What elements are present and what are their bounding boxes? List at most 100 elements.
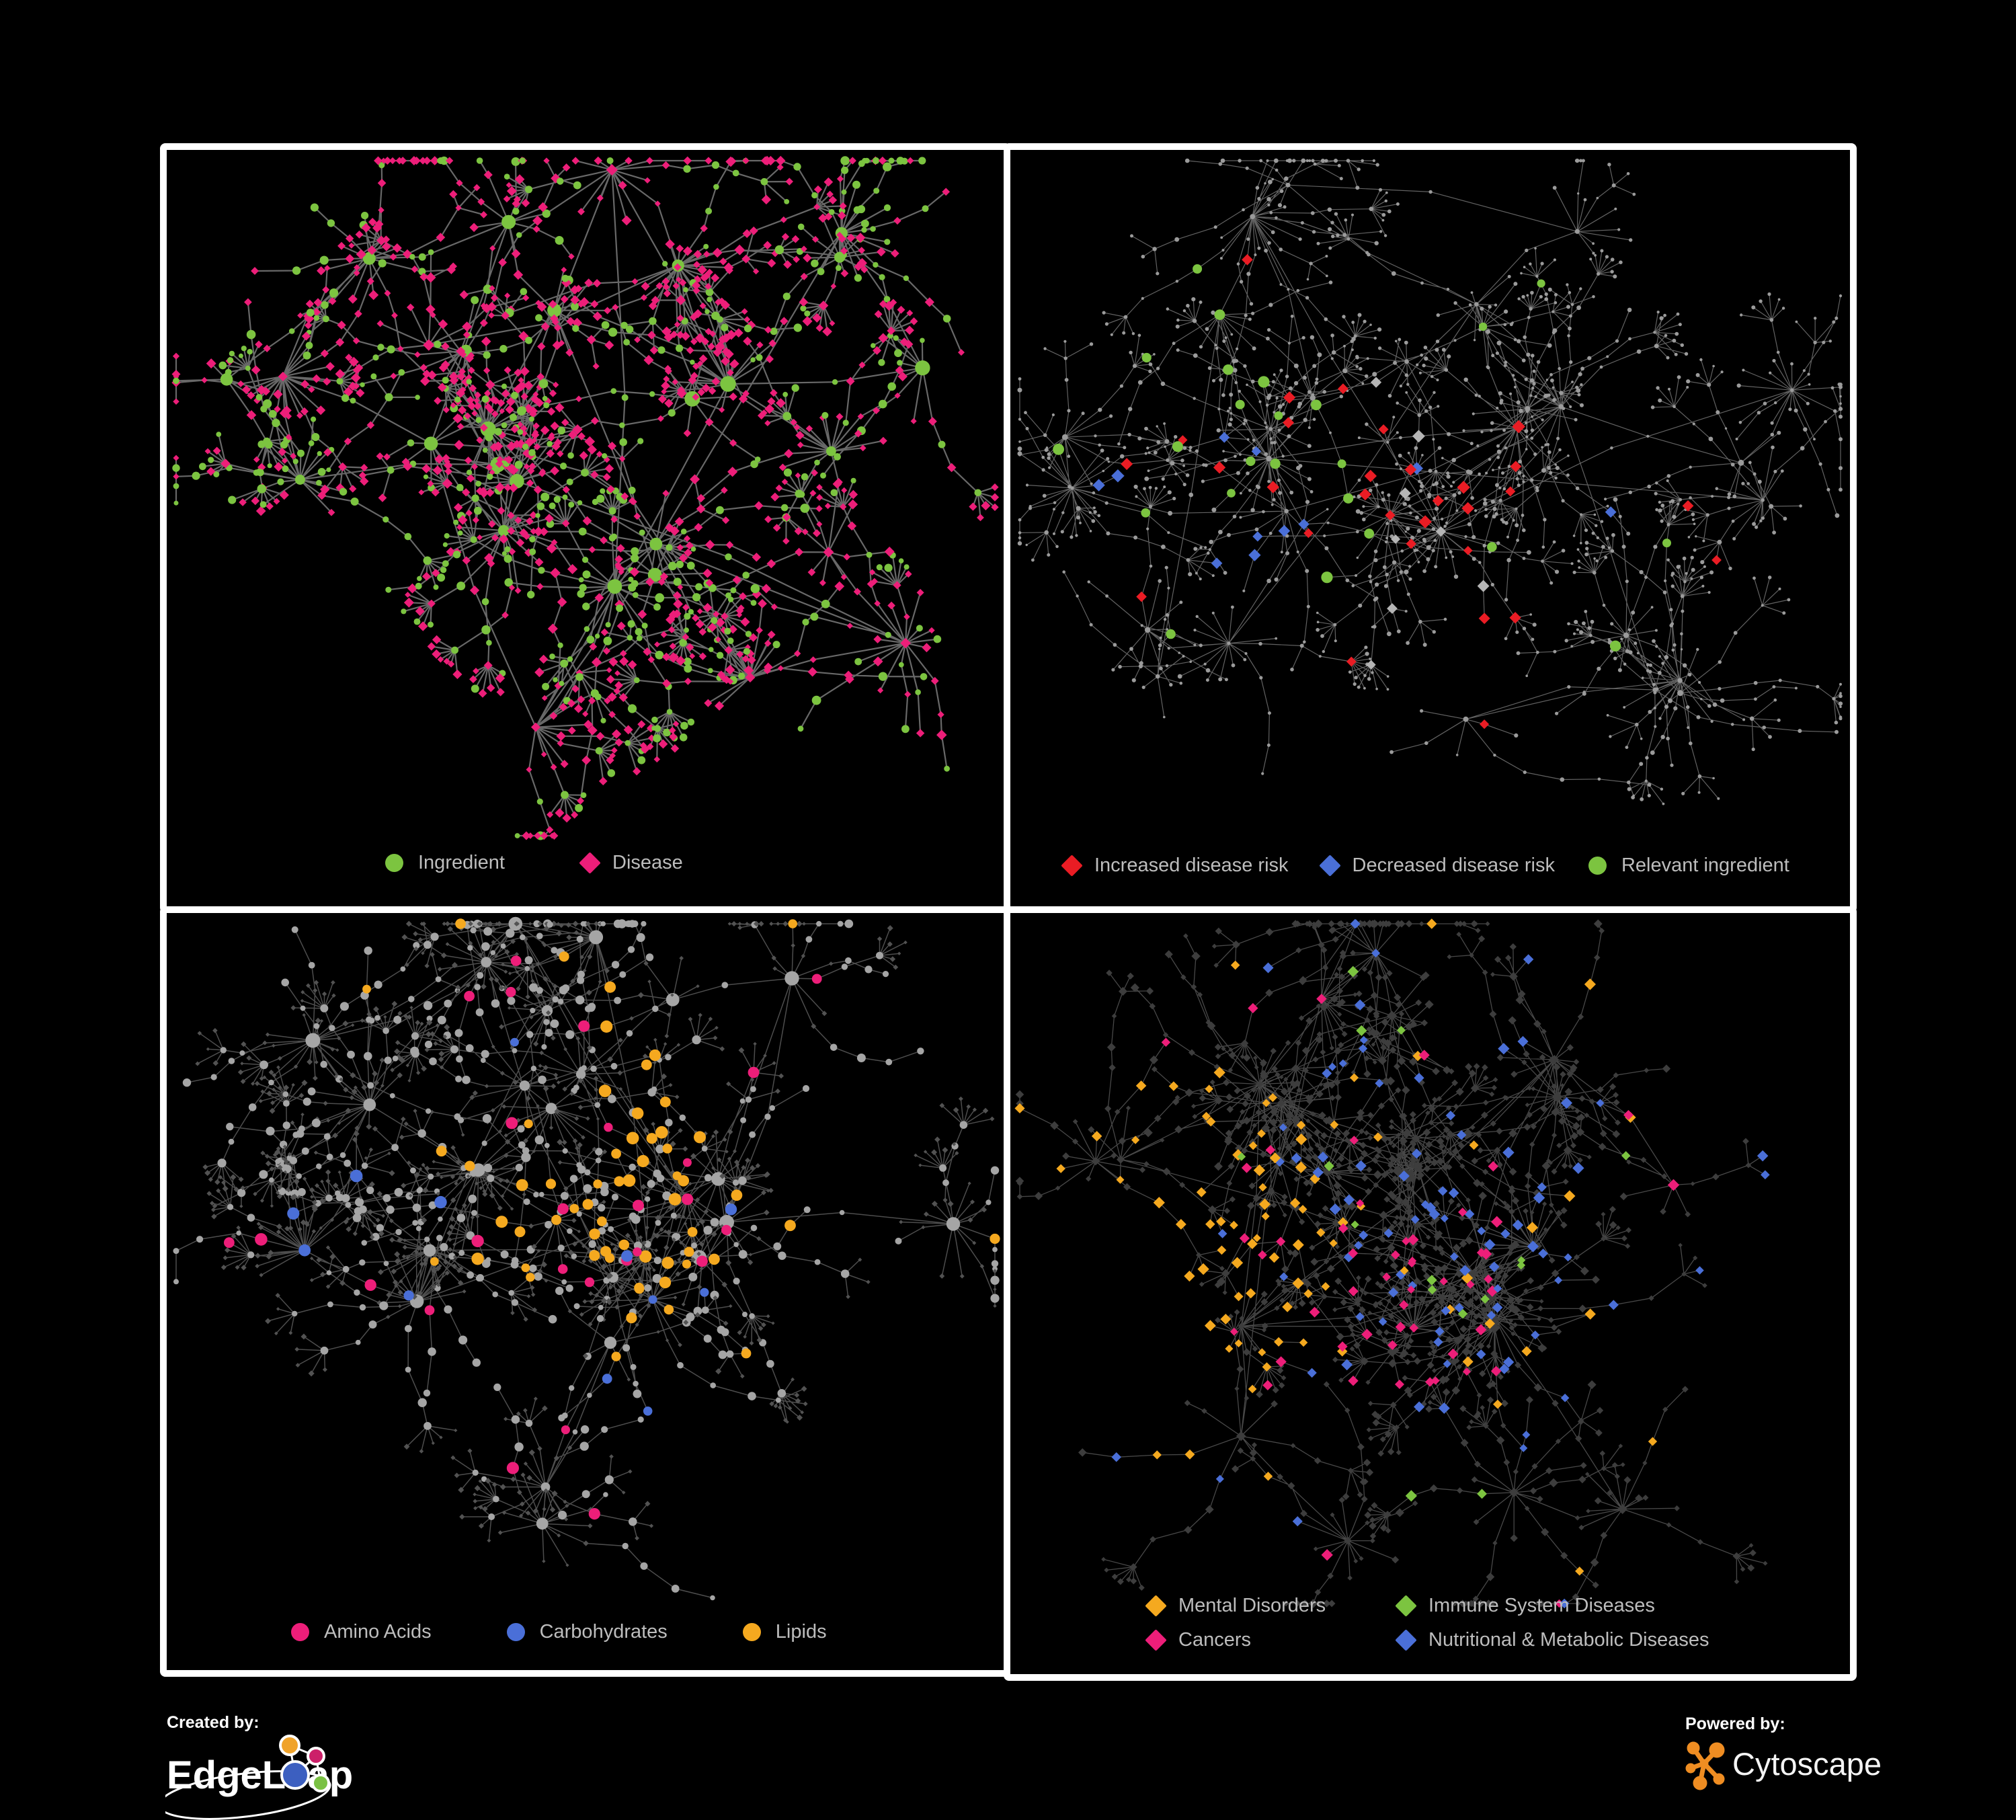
- network-node: [577, 797, 584, 805]
- network-node: [1258, 641, 1262, 646]
- network-node: [1781, 307, 1785, 310]
- network-node: [1660, 519, 1664, 523]
- network-node: [1367, 252, 1371, 257]
- network-node: [1293, 363, 1299, 368]
- network-node: [673, 1296, 678, 1300]
- network-node: [742, 229, 752, 239]
- network-node: [621, 1491, 626, 1495]
- network-node: [1183, 933, 1188, 939]
- network-node: [665, 1338, 670, 1343]
- network-node: [1553, 258, 1556, 262]
- network-node: [828, 961, 834, 966]
- network-node: [565, 1503, 569, 1508]
- network-node: [1511, 321, 1514, 324]
- network-node: [1238, 1322, 1245, 1330]
- network-node: [1645, 756, 1649, 760]
- network-node: [791, 384, 799, 392]
- network-node: [1693, 522, 1696, 525]
- network-node: [1710, 719, 1713, 723]
- network-node: [1328, 1599, 1336, 1608]
- network-node: [760, 156, 770, 165]
- network-node: [705, 208, 713, 214]
- network-node: [1437, 446, 1442, 450]
- network-node: [1193, 643, 1197, 647]
- network-node: [1465, 469, 1471, 475]
- network-node: [273, 498, 280, 505]
- network-node: [1372, 159, 1375, 163]
- network-node: [442, 1034, 448, 1039]
- network-node: [1434, 469, 1438, 473]
- network-node: [693, 1306, 702, 1316]
- network-node: [656, 1330, 660, 1334]
- network-node: [281, 1164, 290, 1173]
- network-node: [1315, 377, 1319, 381]
- network-node: [295, 1363, 300, 1368]
- network-node: [594, 593, 604, 602]
- network-node: [456, 989, 460, 993]
- network-node: [1076, 594, 1079, 598]
- network-node: [721, 486, 728, 494]
- highlighted-node: [559, 951, 569, 962]
- network-node: [329, 288, 339, 298]
- network-node: [745, 922, 750, 926]
- network-node: [903, 940, 908, 945]
- network-node: [1283, 1600, 1289, 1607]
- network-node: [1184, 1088, 1194, 1097]
- network-node: [1813, 340, 1817, 345]
- network-node: [551, 921, 557, 926]
- network-node: [378, 162, 385, 169]
- network-node: [737, 1330, 742, 1335]
- network-node: [722, 675, 731, 684]
- network-node: [297, 449, 305, 457]
- network-node: [1640, 1156, 1647, 1163]
- network-node: [533, 1396, 538, 1401]
- network-node: [333, 1074, 338, 1079]
- network-node: [846, 1294, 850, 1299]
- network-node: [536, 798, 543, 805]
- network-node: [887, 601, 895, 610]
- network-node: [269, 1177, 274, 1183]
- network-node: [1508, 1318, 1514, 1323]
- network-node: [488, 976, 495, 982]
- network-node: [884, 563, 893, 572]
- network-node: [287, 1152, 292, 1156]
- network-node: [394, 1251, 401, 1257]
- network-node: [1623, 1476, 1631, 1484]
- network-node: [738, 672, 745, 680]
- network-node: [1460, 1295, 1466, 1301]
- network-node: [563, 1047, 567, 1052]
- network-node: [1558, 366, 1561, 370]
- network-node: [1387, 393, 1392, 398]
- network-node: [348, 356, 359, 367]
- network-node: [1448, 1197, 1455, 1205]
- network-node: [1334, 1130, 1341, 1138]
- network-node: [571, 811, 579, 819]
- highlighted-node: [1406, 539, 1416, 549]
- network-node: [1632, 192, 1636, 196]
- network-node: [1523, 770, 1527, 775]
- network-node: [247, 1214, 255, 1222]
- network-node: [557, 998, 564, 1004]
- network-node: [1225, 1093, 1233, 1101]
- network-node: [1305, 296, 1309, 300]
- network-node: [489, 469, 495, 476]
- network-node: [530, 395, 540, 404]
- network-node: [641, 920, 647, 927]
- network-node: [834, 453, 841, 461]
- network-node: [1508, 1303, 1516, 1311]
- network-node: [535, 299, 542, 307]
- network-node: [1025, 543, 1028, 547]
- highlighted-node: [471, 1253, 484, 1265]
- network-node: [1227, 641, 1231, 645]
- network-node: [557, 426, 566, 435]
- network-node: [840, 247, 848, 255]
- network-node: [723, 1320, 729, 1327]
- highlighted-node: [464, 990, 475, 1002]
- network-node: [300, 1333, 307, 1340]
- network-node: [800, 272, 808, 280]
- network-node: [1184, 1400, 1191, 1407]
- network-node: [1299, 976, 1307, 984]
- network-node: [1306, 604, 1310, 608]
- network-node: [662, 283, 670, 291]
- network-node: [784, 971, 799, 986]
